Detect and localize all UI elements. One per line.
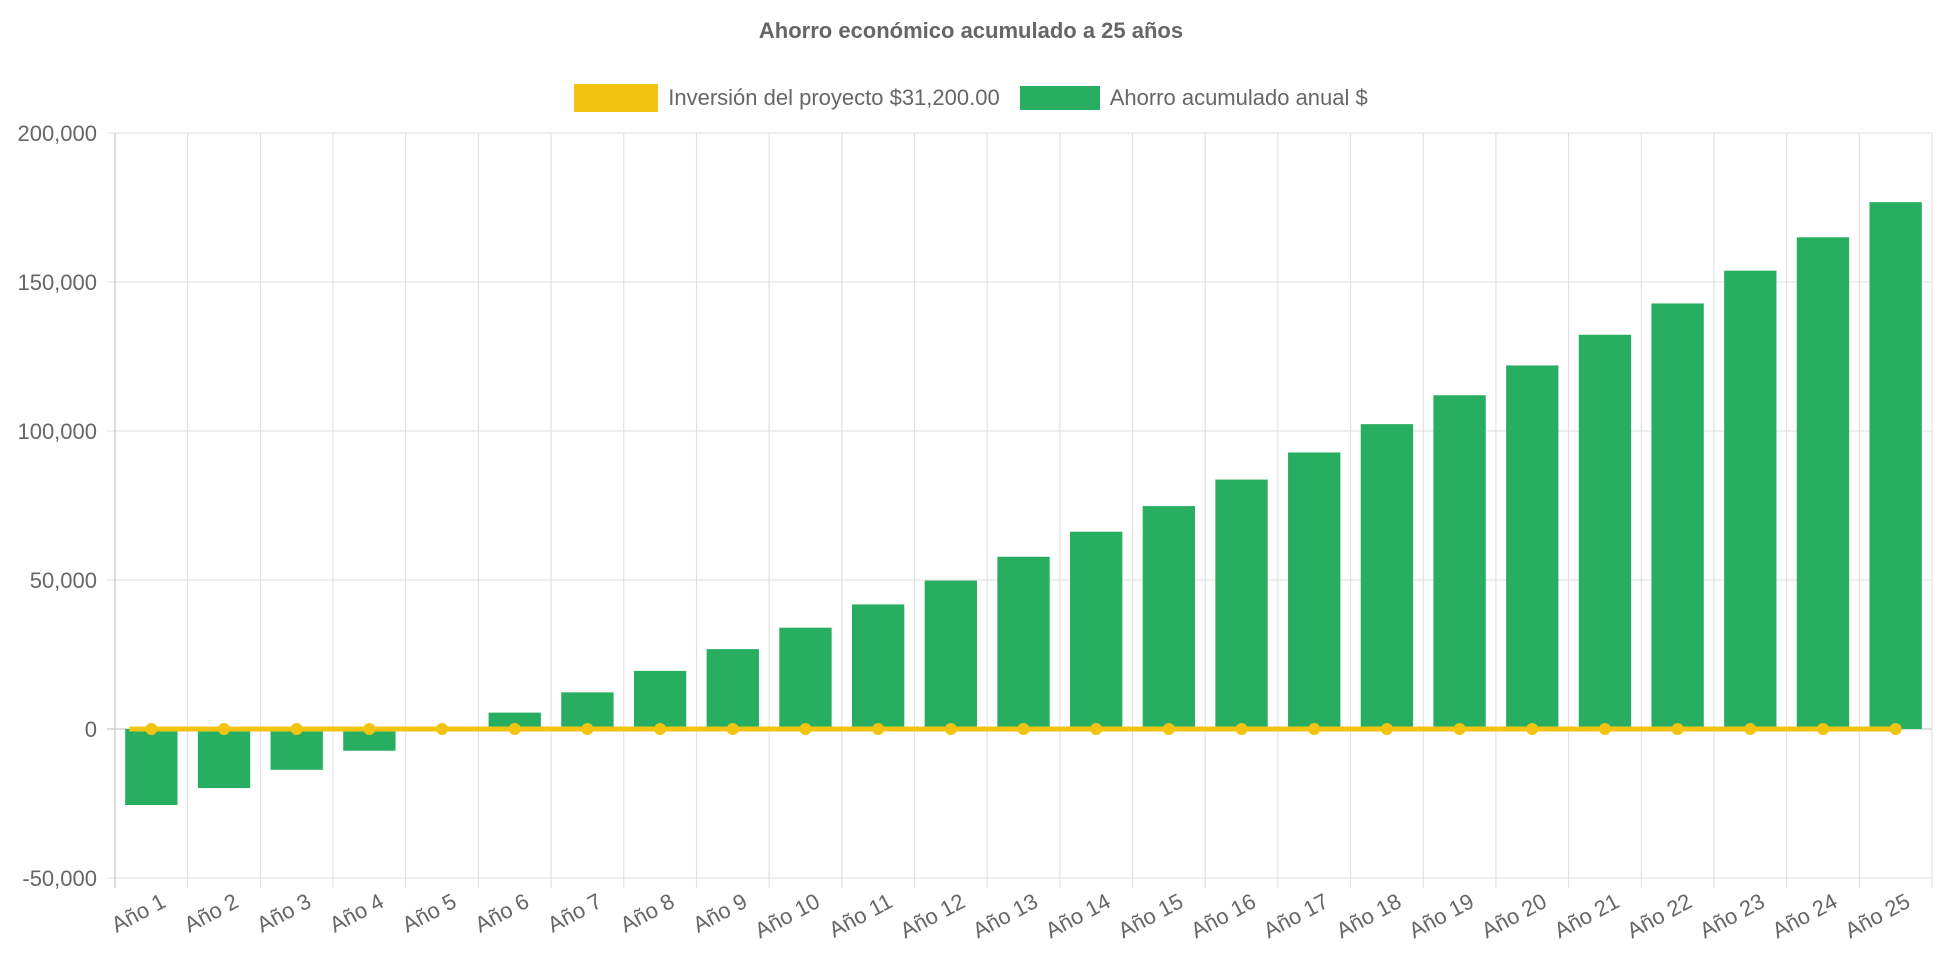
bar xyxy=(1506,365,1559,729)
bar xyxy=(924,580,977,729)
bar xyxy=(1578,334,1632,729)
bar xyxy=(197,729,251,789)
bar xyxy=(1433,395,1486,729)
bar xyxy=(1796,237,1850,730)
line-point xyxy=(508,723,521,735)
line-point xyxy=(944,723,957,735)
line-point xyxy=(1453,723,1466,735)
y-tick-label: 50,000 xyxy=(30,568,97,593)
line-point xyxy=(1380,723,1393,735)
line-point xyxy=(1671,723,1684,735)
bar xyxy=(1724,270,1777,729)
line-point xyxy=(1017,723,1030,735)
x-tick-label: Año 13 xyxy=(969,888,1042,943)
x-tick-label: Año 22 xyxy=(1623,888,1696,943)
line-point xyxy=(726,723,739,735)
x-tick-label: Año 5 xyxy=(398,888,461,937)
x-tick-label: Año 23 xyxy=(1695,888,1768,943)
x-tick-label: Año 19 xyxy=(1405,888,1478,943)
x-tick-label: Año 20 xyxy=(1477,888,1550,943)
legend-item-savings[interactable]: Ahorro acumulado anual $ xyxy=(1019,85,1368,111)
bar xyxy=(1215,479,1268,729)
bar xyxy=(343,729,396,751)
x-tick-label: Año 18 xyxy=(1332,888,1405,943)
line-point xyxy=(799,723,812,735)
x-tick-label: Año 8 xyxy=(616,888,679,937)
x-tick-label: Año 16 xyxy=(1187,888,1260,943)
bar xyxy=(997,556,1050,729)
bar xyxy=(706,649,759,729)
x-tick-label: Año 2 xyxy=(180,888,243,937)
x-tick-label: Año 3 xyxy=(253,888,316,937)
x-tick-label: Año 14 xyxy=(1041,888,1114,943)
line-point xyxy=(1816,723,1829,735)
line-point xyxy=(872,723,885,735)
line-point xyxy=(290,723,303,735)
bar xyxy=(1070,531,1123,729)
x-tick-label: Año 7 xyxy=(543,888,606,937)
line-point xyxy=(363,723,376,735)
bar xyxy=(270,729,323,770)
legend-swatch-investment xyxy=(574,84,659,112)
x-tick-label: Año 25 xyxy=(1841,888,1914,943)
legend-swatch-savings xyxy=(1019,86,1100,110)
line-point xyxy=(1598,723,1611,735)
line-point xyxy=(1235,723,1248,735)
y-tick-label: 0 xyxy=(85,717,97,742)
x-tick-label: Año 17 xyxy=(1259,888,1332,943)
x-tick-label: Año 15 xyxy=(1114,888,1187,943)
x-tick-label: Año 21 xyxy=(1550,888,1623,943)
legend-label-investment: Inversión del proyecto $31,200.00 xyxy=(668,85,1000,110)
legend-item-investment[interactable]: Inversión del proyecto $31,200.00 xyxy=(574,84,1000,112)
line-point xyxy=(1090,723,1103,735)
chart-title: Ahorro económico acumulado a 25 años xyxy=(758,18,1184,43)
x-tick-label: Año 6 xyxy=(471,888,534,937)
bar xyxy=(125,729,178,805)
bar xyxy=(1869,202,1922,730)
x-tick-label: Año 4 xyxy=(325,888,388,937)
bar xyxy=(488,712,541,729)
line-point xyxy=(1162,723,1175,735)
x-tick-label: Año 12 xyxy=(896,888,969,943)
line-point xyxy=(1526,723,1539,735)
x-tick-label: Año 1 xyxy=(107,888,170,937)
line-point xyxy=(1889,723,1902,735)
bar xyxy=(1288,452,1341,729)
bar xyxy=(633,670,687,729)
bar xyxy=(779,627,832,729)
y-tick-label: -50,000 xyxy=(22,866,97,891)
line-point xyxy=(654,723,667,735)
x-tick-label: Año 9 xyxy=(689,888,752,937)
line-point xyxy=(581,723,594,735)
line-point xyxy=(1744,723,1757,735)
bar xyxy=(1651,303,1704,729)
bar xyxy=(1360,424,1414,729)
line-point xyxy=(145,723,158,735)
x-tick-label: Año 24 xyxy=(1768,888,1841,943)
bar xyxy=(561,692,614,729)
legend-label-savings: Ahorro acumulado anual $ xyxy=(1109,85,1368,110)
x-tick-label: Año 11 xyxy=(825,888,897,942)
line-point xyxy=(1308,723,1321,735)
y-tick-label: 150,000 xyxy=(17,270,97,295)
bar xyxy=(1142,506,1196,729)
line-point xyxy=(218,723,231,735)
x-tick-label: Año 10 xyxy=(750,888,823,943)
bar xyxy=(851,604,905,729)
y-tick-label: 100,000 xyxy=(17,419,97,444)
line-point xyxy=(436,723,449,735)
legend: Inversión del proyecto $31,200.00 Ahorro… xyxy=(0,84,1942,112)
y-tick-label: 200,000 xyxy=(17,121,97,146)
